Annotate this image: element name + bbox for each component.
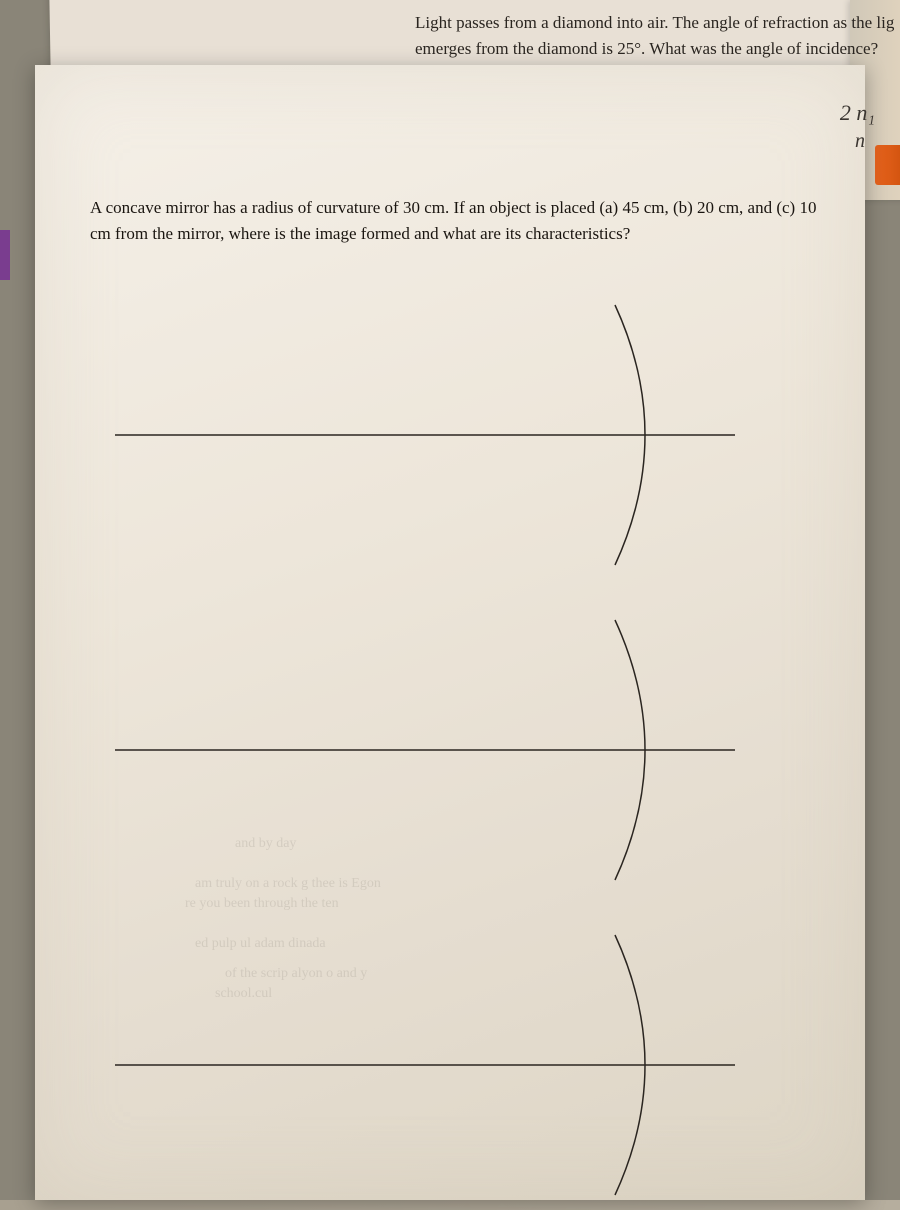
mirror-diagram-b — [115, 610, 795, 895]
orange-divider-tab — [875, 145, 900, 185]
bleed-through-3: re you been through the ten — [185, 895, 339, 913]
bleed-through-1: and by day — [235, 835, 296, 853]
mirror-diagram-c — [115, 925, 795, 1210]
bleed-through-6: school.cul — [215, 985, 272, 1003]
worksheet-paper: Light passes from a diamond into air. Th… — [35, 65, 865, 1200]
previous-problem-text: Light passes from a diamond into air. Th… — [415, 10, 900, 61]
main-question-text: A concave mirror has a radius of curvatu… — [90, 195, 830, 246]
bleed-through-5: of the scrip alyon o and y — [225, 965, 367, 983]
mirror-diagram-a — [115, 295, 795, 580]
handwritten-note-1: 2 n₁ — [840, 100, 875, 126]
diagram-svg-b — [115, 610, 795, 890]
diagram-svg-a — [115, 295, 795, 575]
prev-line2: emerges from the diamond is 25°. What wa… — [415, 39, 878, 58]
purple-divider-tab — [0, 230, 10, 280]
prev-line1: Light passes from a diamond into air. Th… — [415, 13, 894, 32]
diagram-svg-c — [115, 925, 795, 1205]
bleed-through-4: ed pulp ul adam dinada — [195, 935, 326, 953]
bleed-through-2: am truly on a rock g thee is Egon — [195, 875, 381, 893]
handwritten-note-2: n — [855, 130, 865, 153]
